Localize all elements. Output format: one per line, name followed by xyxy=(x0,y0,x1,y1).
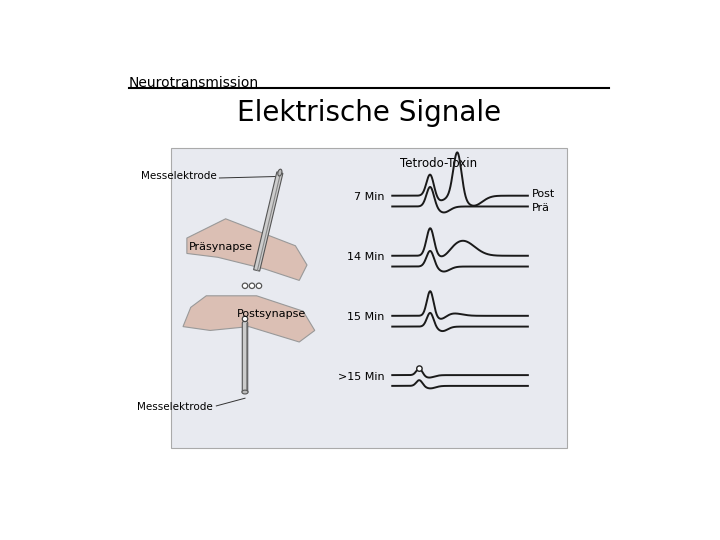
Text: Elektrische Signale: Elektrische Signale xyxy=(237,99,501,127)
Text: 15 Min: 15 Min xyxy=(347,312,384,322)
Polygon shape xyxy=(243,319,248,392)
Circle shape xyxy=(243,316,248,322)
Text: Postsynapse: Postsynapse xyxy=(238,308,307,319)
Circle shape xyxy=(256,283,261,288)
Circle shape xyxy=(249,283,255,288)
Text: Tetrodo-Toxin: Tetrodo-Toxin xyxy=(400,157,477,170)
Polygon shape xyxy=(253,172,283,271)
Text: Post: Post xyxy=(532,189,555,199)
Text: Präsynapse: Präsynapse xyxy=(189,242,253,252)
Polygon shape xyxy=(187,219,307,280)
Ellipse shape xyxy=(242,390,248,394)
Polygon shape xyxy=(183,296,315,342)
Text: Prä: Prä xyxy=(532,203,550,213)
Text: 7 Min: 7 Min xyxy=(354,192,384,202)
Ellipse shape xyxy=(278,169,282,176)
Text: Neurotransmission: Neurotransmission xyxy=(129,76,259,90)
Text: Messelektrode: Messelektrode xyxy=(140,172,216,181)
Text: 14 Min: 14 Min xyxy=(347,252,384,262)
FancyBboxPatch shape xyxy=(171,148,567,448)
Circle shape xyxy=(243,283,248,288)
Circle shape xyxy=(417,366,422,372)
Text: Messelektrode: Messelektrode xyxy=(138,402,213,413)
Text: >15 Min: >15 Min xyxy=(338,372,384,382)
